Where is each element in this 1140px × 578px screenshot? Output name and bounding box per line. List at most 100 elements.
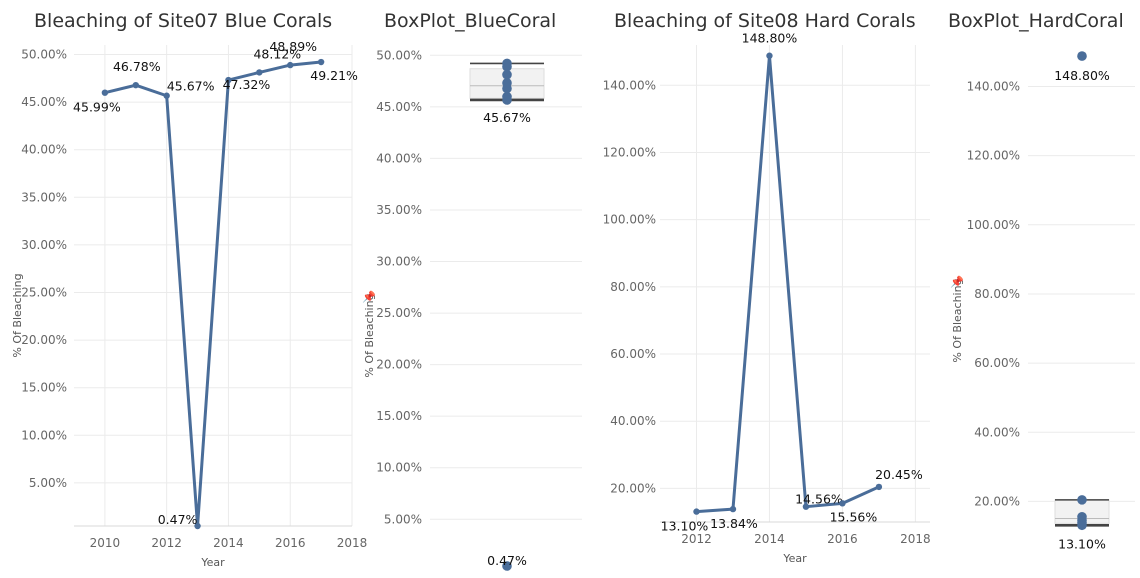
x-tick-label: 2010 xyxy=(90,536,121,550)
y-tick-label: 40.00% xyxy=(21,143,67,157)
pin-icon[interactable]: 📌 xyxy=(362,290,376,304)
x-tick-label: 2014 xyxy=(754,532,785,546)
y-tick-label: 5.00% xyxy=(29,476,67,490)
data-point[interactable] xyxy=(1077,495,1087,505)
data-point[interactable] xyxy=(132,81,139,89)
data-point[interactable] xyxy=(194,522,201,530)
line-chart-site07[interactable]: 5.00% 10.00% 15.00% 20.00% 25.00% 30.00% 35.00… xyxy=(0,0,367,578)
x-tick-label: 2016 xyxy=(827,532,858,546)
data-point[interactable] xyxy=(502,95,512,105)
box-plot-hardcoral[interactable]: 20.00% 40.00% 60.00% 80.00% 100.00% 120.00% 14… xyxy=(945,0,1140,578)
data-point[interactable] xyxy=(875,483,883,491)
data-point[interactable] xyxy=(502,78,512,88)
y-tick-label: 15.00% xyxy=(376,409,422,423)
y-tick-label: 45.00% xyxy=(376,100,422,114)
x-axis-title: Year xyxy=(200,556,225,569)
y-tick-label: 40.00% xyxy=(376,151,422,165)
chart-title: BoxPlot_HardCoral xyxy=(948,10,1124,32)
y-tick-label: 30.00% xyxy=(21,238,67,252)
pin-icon[interactable]: 📌 xyxy=(950,275,964,289)
y-tick-label: 10.00% xyxy=(376,461,422,475)
y-tick-label: 50.00% xyxy=(376,48,422,62)
y-tick-label: 120.00% xyxy=(967,149,1020,163)
x-tick-label: 2016 xyxy=(275,536,306,550)
data-label: 45.67% xyxy=(483,110,531,125)
x-axis-title: Year xyxy=(782,552,807,565)
data-point[interactable] xyxy=(101,89,109,96)
y-tick-label: 140.00% xyxy=(603,78,656,92)
data-label: 0.47% xyxy=(487,553,527,568)
y-tick-label: 45.00% xyxy=(21,95,67,109)
y-tick-label: 20.00% xyxy=(21,333,67,347)
data-point[interactable] xyxy=(317,58,325,66)
data-point[interactable] xyxy=(256,69,263,76)
chart-panel-boxplot-bluecoral: BoxPlot_BlueCoral 5.00% 10.00% 15.00% 20.00… xyxy=(360,0,600,578)
data-label: 148.80% xyxy=(742,31,798,46)
y-axis-title: % Of Bleaching xyxy=(11,273,24,357)
y-tick-label: 25.00% xyxy=(376,306,422,320)
y-tick-label: 100.00% xyxy=(603,213,656,227)
data-point[interactable] xyxy=(802,503,810,510)
data-point[interactable] xyxy=(163,92,170,99)
y-axis-title: % Of Bleaching xyxy=(951,278,964,362)
y-tick-label: 20.00% xyxy=(974,494,1020,508)
y-tick-label: 15.00% xyxy=(21,381,67,395)
data-label: 13.84% xyxy=(710,516,758,531)
data-label: 148.80% xyxy=(1054,68,1110,83)
y-tick-label: 10.00% xyxy=(21,428,67,442)
data-label: 14.56% xyxy=(795,492,843,507)
data-point[interactable] xyxy=(766,52,773,59)
chart-panel-boxplot-hardcoral: BoxPlot_HardCoral 20.00% 40.00% 60.00% 80.0… xyxy=(945,0,1140,578)
y-tick-label: 25.00% xyxy=(21,285,67,299)
box-plot-bluecoral[interactable]: 5.00% 10.00% 15.00% 20.00% 25.00% 30.00% 35.00… xyxy=(360,0,600,578)
x-tick-label: 2014 xyxy=(213,536,244,550)
y-tick-label: 20.00% xyxy=(610,481,656,495)
chart-panel-site08: Bleaching of Site08 Hard Corals 20.00% 40… xyxy=(600,0,945,578)
data-point[interactable] xyxy=(1077,51,1087,61)
x-tick-label: 2012 xyxy=(681,532,712,546)
data-label: 20.45% xyxy=(875,467,923,482)
data-point[interactable] xyxy=(729,505,737,513)
y-tick-label: 80.00% xyxy=(610,280,656,294)
data-label: 47.32% xyxy=(223,77,271,92)
data-point[interactable] xyxy=(693,508,700,515)
chart-title: BoxPlot_BlueCoral xyxy=(384,10,557,32)
chart-panel-site07: Bleaching of Site07 Blue Corals 5.00% 10.… xyxy=(0,0,367,578)
data-label: 15.56% xyxy=(830,509,878,524)
data-point[interactable] xyxy=(839,500,846,507)
y-tick-label: 120.00% xyxy=(603,145,656,159)
data-label: 13.10% xyxy=(661,519,709,534)
y-tick-label: 20.00% xyxy=(376,358,422,372)
chart-title: Bleaching of Site07 Blue Corals xyxy=(34,10,333,32)
x-tick-label: 2012 xyxy=(151,536,182,550)
series-line xyxy=(696,54,880,514)
data-label: 45.67% xyxy=(167,79,215,94)
y-tick-label: 50.00% xyxy=(21,48,67,62)
x-tick-label: 2018 xyxy=(900,532,931,546)
data-label: 49.21% xyxy=(310,68,358,83)
y-tick-label: 60.00% xyxy=(610,347,656,361)
y-tick-label: 100.00% xyxy=(967,218,1020,232)
data-label: 46.78% xyxy=(113,59,161,74)
x-tick-label: 2018 xyxy=(337,536,368,550)
y-tick-label: 30.00% xyxy=(376,255,422,269)
line-chart-site08[interactable]: 20.00% 40.00% 60.00% 80.00% 100.00% 120.00% 14… xyxy=(600,0,945,578)
data-point[interactable] xyxy=(1077,511,1087,522)
series-line xyxy=(104,60,322,528)
data-label: 45.99% xyxy=(73,100,121,115)
y-tick-label: 5.00% xyxy=(384,512,422,526)
y-tick-label: 60.00% xyxy=(974,356,1020,370)
y-tick-label: 35.00% xyxy=(21,190,67,204)
data-label: 48.89% xyxy=(269,39,317,54)
data-label: 0.47% xyxy=(158,512,198,527)
data-label: 48.12% xyxy=(253,46,301,61)
y-tick-label: 40.00% xyxy=(610,414,656,428)
y-tick-label: 140.00% xyxy=(967,79,1020,93)
data-point[interactable] xyxy=(225,76,232,84)
data-point[interactable] xyxy=(287,61,294,69)
y-tick-label: 35.00% xyxy=(376,203,422,217)
data-point[interactable] xyxy=(502,58,512,69)
data-point[interactable] xyxy=(502,561,512,571)
data-point[interactable] xyxy=(502,69,512,80)
y-tick-label: 40.00% xyxy=(974,425,1020,439)
